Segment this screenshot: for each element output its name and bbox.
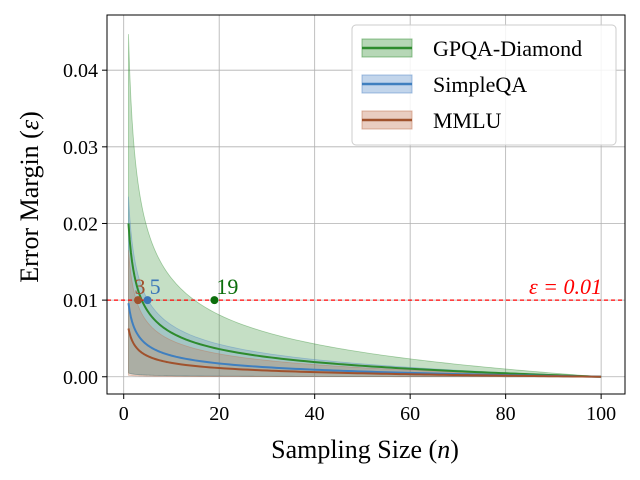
axis-ticks: 0 20 40 60 80 100 0.00 0.01 0.02 0.03 0.04: [63, 60, 616, 425]
y-tick-label: 0.00: [63, 367, 98, 389]
threshold-layer: ε = 0.01: [107, 274, 625, 301]
mmlu-line: [127, 328, 602, 378]
x-tick-label: 0: [119, 403, 129, 425]
simpleqa-crossing-marker: [143, 296, 152, 305]
series-lines: [127, 223, 602, 378]
simpleqa-legend-label: SimpleQA: [433, 72, 527, 97]
mmlu-crossing-label: 3: [135, 274, 146, 299]
threshold-label: ε = 0.01: [529, 274, 602, 299]
gpqa-diamond-crossing-label: 19: [216, 274, 238, 299]
x-axis-label: Sampling Size (n): [271, 435, 459, 464]
y-tick-label: 0.01: [63, 290, 98, 312]
plot-frame: [106, 14, 626, 395]
y-axis-label: Error Margin (ε): [15, 111, 44, 283]
simpleqa-crossing-label: 5: [150, 274, 161, 299]
x-tick-label: 40: [305, 403, 325, 425]
x-tick-label: 60: [400, 403, 420, 425]
legend: GPQA-Diamond SimpleQA MMLU: [351, 24, 617, 146]
gpqa-diamond-line: [127, 223, 602, 378]
x-tick-label: 20: [209, 403, 229, 425]
x-tick-label: 100: [586, 403, 616, 425]
mmlu-crossing-marker: [134, 296, 143, 305]
mmlu-legend-label: MMLU: [433, 108, 502, 133]
legend-box: [351, 24, 617, 146]
y-tick-label: 0.04: [63, 60, 98, 82]
x-tick-label: 80: [496, 403, 516, 425]
y-tick-label: 0.02: [63, 213, 98, 235]
gpqa-diamond-crossing-marker: [210, 296, 219, 305]
y-tick-label: 0.03: [63, 137, 98, 159]
gpqa-diamond-legend-label: GPQA-Diamond: [433, 36, 582, 61]
